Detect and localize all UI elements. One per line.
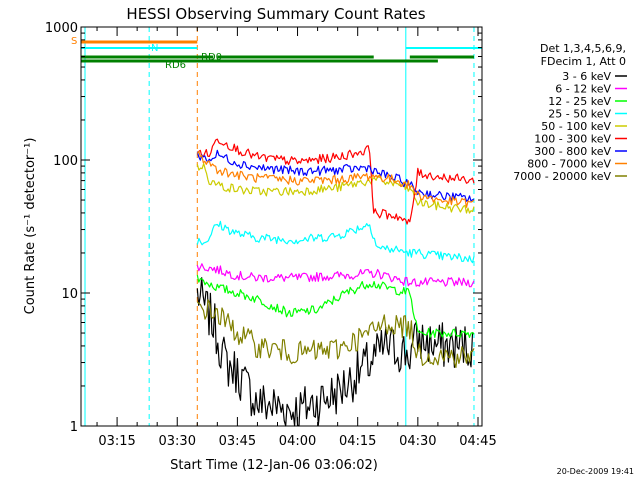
chart-title: HESSI Observing Summary Count Rates bbox=[126, 5, 425, 23]
annotation-rd6: RD6 bbox=[165, 60, 186, 71]
plot-data-layer: S N RD6 RD0 bbox=[71, 27, 482, 427]
y-tick-label: 1 bbox=[70, 420, 78, 435]
series-line-300-800-kev bbox=[196, 149, 475, 202]
y-tick-label: 100 bbox=[53, 154, 78, 169]
plot-frame bbox=[80, 26, 483, 427]
x-tick-label: 03:45 bbox=[219, 434, 256, 449]
legend-label: 25 - 50 keV bbox=[548, 108, 611, 121]
x-tick-label: 04:15 bbox=[339, 434, 376, 449]
series-line-6-12-kev bbox=[196, 263, 475, 288]
legend-header-line-2: FDecim 1, Att 0 bbox=[541, 55, 626, 68]
x-tick-label: 04:45 bbox=[459, 434, 496, 449]
x-tick-label: 04:30 bbox=[399, 434, 436, 449]
legend-label: 100 - 300 keV bbox=[534, 133, 611, 146]
legend-label: 12 - 25 keV bbox=[548, 95, 611, 108]
legend-label: 50 - 100 keV bbox=[541, 120, 611, 133]
series-line-12-25-kev bbox=[196, 274, 475, 338]
legend-label: 300 - 800 keV bbox=[534, 145, 611, 158]
y-axis-label: Count Rate (s⁻¹ detector⁻¹) bbox=[23, 138, 38, 315]
x-tick-label: 04:00 bbox=[279, 434, 316, 449]
y-tick-label: 10 bbox=[61, 287, 78, 302]
series-line-7000-20000-kev bbox=[196, 299, 475, 368]
series-line-25-50-kev bbox=[196, 220, 475, 264]
series-line-50-100-kev bbox=[196, 162, 475, 214]
legend-label: 6 - 12 keV bbox=[555, 83, 611, 96]
series-line-3-6-kev bbox=[196, 277, 475, 427]
axes: 1 10 100 1000 03:15 03:30 03:45 04:00 04:15 04:30… bbox=[45, 21, 497, 449]
annotation-s: S bbox=[71, 36, 77, 47]
legend-label: 7000 - 20000 keV bbox=[513, 170, 611, 183]
legend-label: 800 - 7000 keV bbox=[527, 158, 611, 171]
y-tick-label: 1000 bbox=[45, 21, 78, 36]
x-axis-label: Start Time (12-Jan-06 03:06:02) bbox=[170, 458, 378, 473]
legend-label: 3 - 6 keV bbox=[562, 70, 611, 83]
legend-header-line-1: Det 1,3,4,5,6,9, bbox=[540, 42, 626, 55]
annotation-rd0: RD0 bbox=[201, 52, 222, 63]
series-line-100-300-kev bbox=[196, 138, 475, 225]
series-line-800-7000-kev bbox=[196, 150, 475, 208]
x-tick-label: 03:30 bbox=[159, 434, 196, 449]
x-tick-label: 03:15 bbox=[98, 434, 135, 449]
annotation-n: N bbox=[151, 43, 158, 54]
plot-timestamp: 20-Dec-2009 19:41 bbox=[557, 467, 634, 476]
